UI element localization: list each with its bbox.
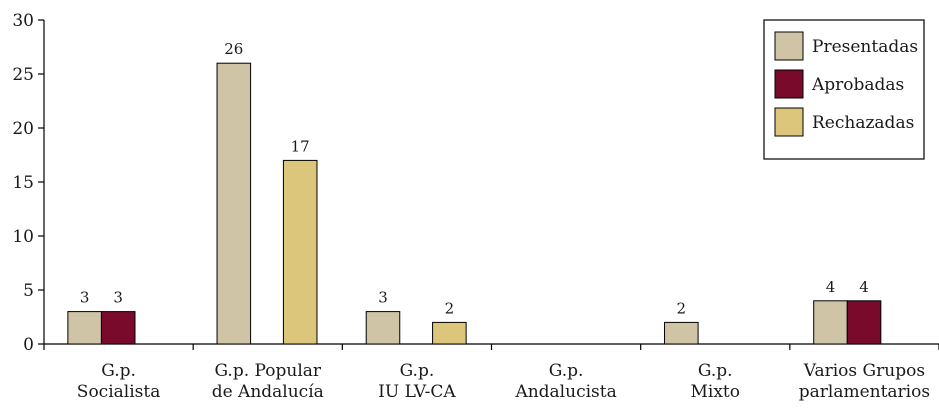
data-label-presentadas: 3 — [80, 289, 90, 307]
data-label-aprobadas: 4 — [859, 278, 869, 296]
y-tick-label: 0 — [23, 335, 34, 355]
x-category-label: Andalucista — [514, 382, 616, 402]
x-category-label: G.p. Popular — [214, 361, 321, 381]
x-category-label: Varios Grupos — [803, 361, 925, 381]
y-tick-label: 5 — [23, 281, 34, 301]
data-labels: 3 26 3 2 4 3 4 17 2 — [80, 40, 869, 317]
bar-rechazadas — [432, 321, 467, 345]
x-category-label: de Andalucía — [212, 382, 324, 402]
data-label-aprobadas: 3 — [113, 289, 123, 307]
legend: Presentadas Aprobadas Rechazadas — [763, 19, 925, 160]
legend-swatch-rechazadas — [774, 107, 804, 137]
x-category-label: G.p. — [101, 361, 136, 381]
legend-label-presentadas: Presentadas — [812, 37, 918, 57]
data-label-presentadas: 4 — [826, 278, 836, 296]
x-category-label: Socialista — [77, 382, 161, 402]
bars — [67, 62, 882, 345]
bar-presentadas — [67, 311, 102, 345]
x-category-label: Mixto — [691, 382, 741, 402]
data-label-presentadas: 2 — [677, 299, 687, 317]
y-tick-label: 10 — [12, 227, 34, 247]
bar-aprobadas — [846, 300, 882, 345]
legend-swatch-presentadas — [774, 31, 804, 61]
y-tick-label: 30 — [12, 11, 34, 31]
x-category-label: G.p. — [698, 361, 733, 381]
data-label-presentadas: 26 — [224, 40, 243, 58]
legend-label-rechazadas: Rechazadas — [812, 113, 914, 133]
bar-presentadas — [813, 300, 848, 345]
legend-swatch-aprobadas — [774, 69, 804, 99]
y-axis: 0 5 10 15 20 25 30 — [12, 11, 45, 355]
y-tick-label: 20 — [12, 119, 34, 139]
y-tick-label: 25 — [12, 65, 34, 85]
data-label-rechazadas: 17 — [291, 137, 310, 155]
bar-presentadas — [365, 311, 401, 345]
x-category-label: parlamentarios — [799, 382, 930, 402]
bar-aprobadas — [100, 311, 136, 345]
data-label-rechazadas: 2 — [445, 299, 455, 317]
bar-presentadas — [216, 62, 252, 345]
x-category-label: G.p. — [549, 361, 584, 381]
bar-rechazadas — [282, 159, 318, 345]
y-tick-label: 15 — [12, 173, 34, 193]
data-label-presentadas: 3 — [378, 289, 388, 307]
bar-presentadas — [664, 321, 699, 345]
x-category-label: G.p. — [400, 361, 435, 381]
legend-label-aprobadas: Aprobadas — [811, 75, 904, 95]
x-category-label: IU LV-CA — [378, 382, 456, 402]
